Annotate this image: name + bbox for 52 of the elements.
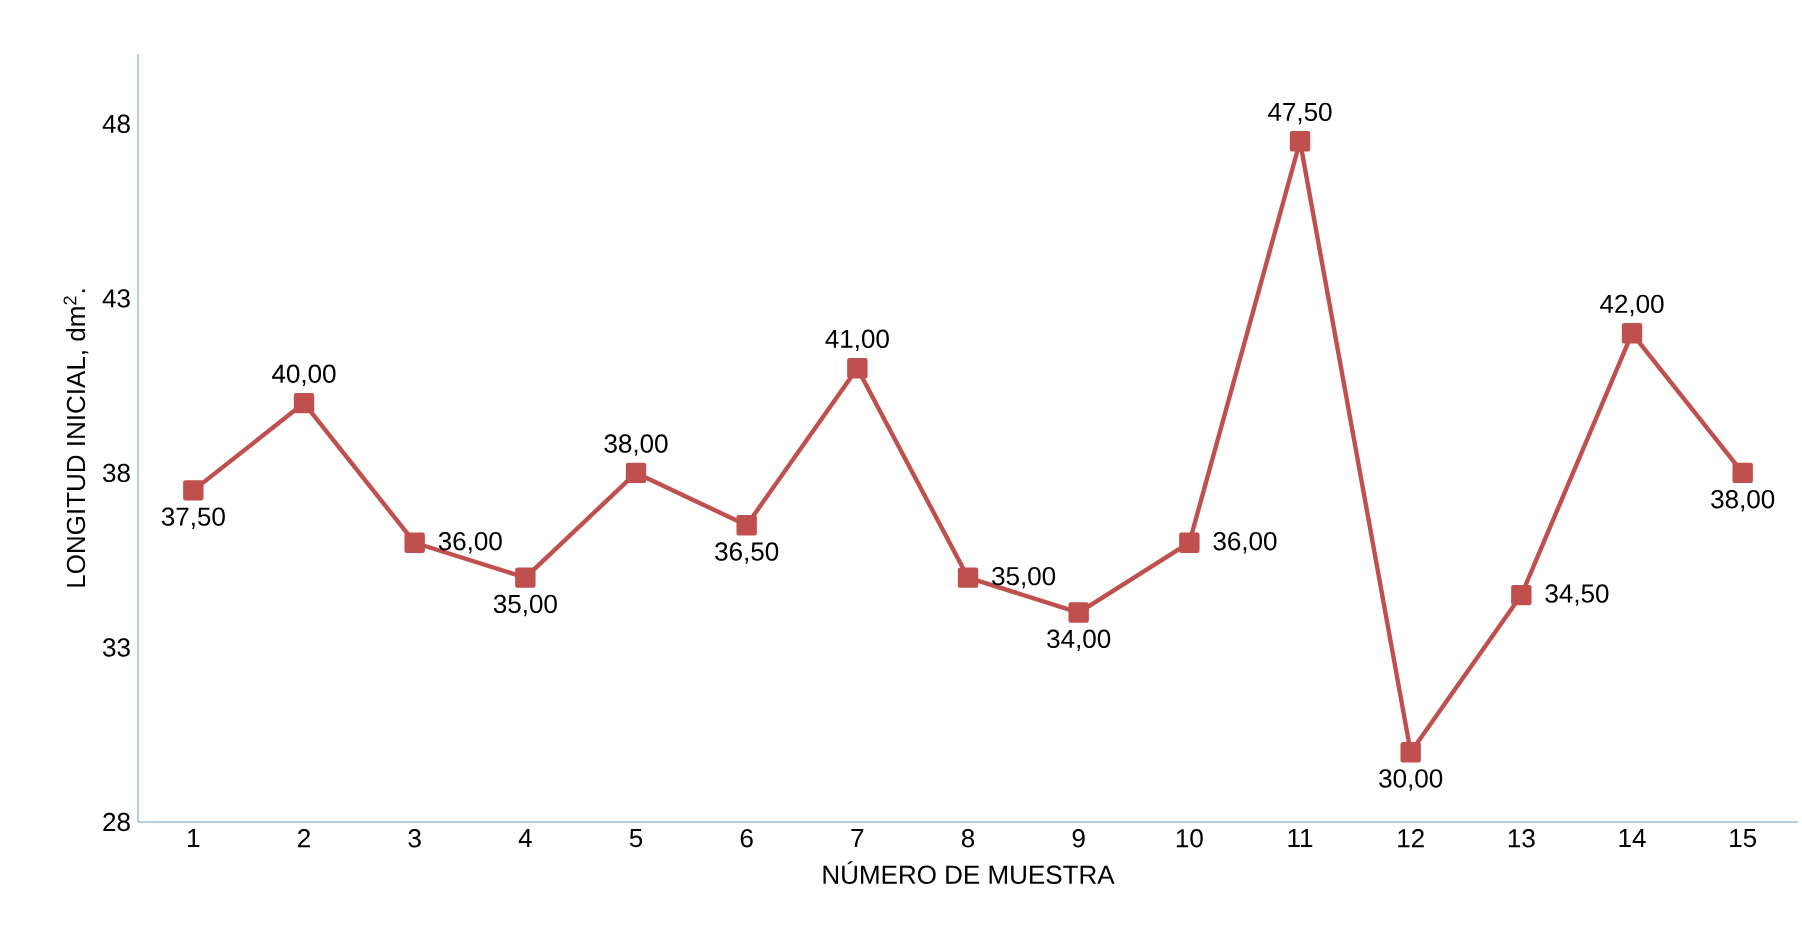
data-label: 40,00 xyxy=(272,364,336,387)
data-label: 34,00 xyxy=(1047,629,1111,652)
x-tick-label: 8 xyxy=(961,829,975,848)
x-tick-label: 5 xyxy=(629,829,643,848)
point xyxy=(515,567,536,588)
point xyxy=(1732,462,1753,484)
point xyxy=(1289,131,1311,152)
point xyxy=(1179,532,1200,553)
point xyxy=(736,515,757,536)
point xyxy=(404,532,425,553)
x-tick-label: 3 xyxy=(408,829,421,848)
y-tick-label: 43 xyxy=(102,289,130,308)
x-tick-label: 14 xyxy=(1619,829,1646,847)
x-tick-label: 4 xyxy=(518,829,532,847)
point xyxy=(183,480,204,501)
data-label: 36,00 xyxy=(1213,531,1277,554)
data-label: 34,50 xyxy=(1545,584,1609,606)
point xyxy=(293,392,315,414)
data-label: 36,50 xyxy=(715,542,779,564)
y-tick-label: 33 xyxy=(103,638,130,657)
x-tick-label: 13 xyxy=(1508,829,1535,848)
point xyxy=(1400,741,1421,763)
data-label: 35,00 xyxy=(992,566,1056,589)
data-label: 37,50 xyxy=(161,507,225,529)
x-tick-label: 12 xyxy=(1398,829,1424,848)
x-tick-label: 9 xyxy=(1072,829,1085,848)
x-tick-label: 11 xyxy=(1288,829,1313,847)
point xyxy=(625,462,647,484)
point xyxy=(1068,602,1089,623)
x-tick-label: 2 xyxy=(298,829,310,848)
point xyxy=(847,357,868,379)
point xyxy=(1621,323,1643,344)
x-tick-label: 10 xyxy=(1176,829,1203,848)
data-label: 47,50 xyxy=(1268,102,1332,125)
y-tick-label: 28 xyxy=(103,812,130,832)
point xyxy=(957,567,979,588)
data-label: 38,00 xyxy=(1711,489,1775,512)
data-label: 35,00 xyxy=(493,594,557,617)
x-axis-title: NÚMERO DE MUESTRA xyxy=(823,861,1115,884)
x-tick-label: 7 xyxy=(851,829,864,847)
x-tick-label: 15 xyxy=(1730,829,1757,848)
data-label: 30,00 xyxy=(1379,769,1443,791)
x-tick-label: 6 xyxy=(740,829,753,848)
data-label: 41,00 xyxy=(825,329,889,352)
data-label: 36,00 xyxy=(438,531,502,554)
data-label: 42,00 xyxy=(1600,294,1664,317)
x-tick-label: 1 xyxy=(188,829,200,847)
y-tick-label: 48 xyxy=(102,114,130,134)
y-tick-label: 38 xyxy=(103,463,130,483)
y-axis-title: LONGITUD INICIAL, dm$^{2}$. xyxy=(63,289,89,587)
data-label: 38,00 xyxy=(604,434,668,456)
point xyxy=(1511,584,1532,606)
